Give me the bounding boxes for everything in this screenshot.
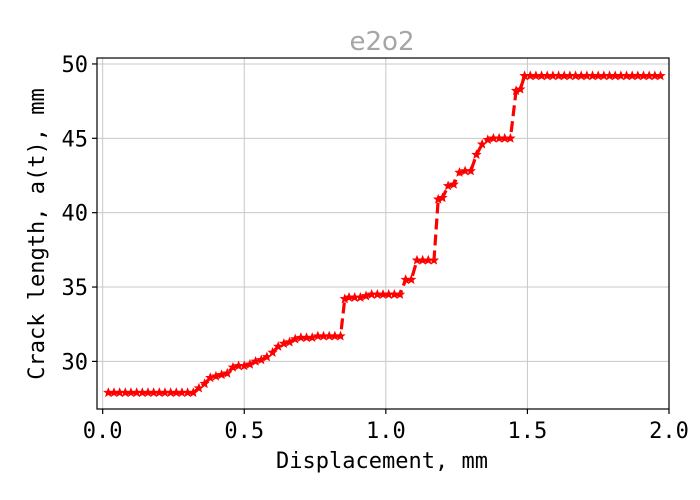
data-point bbox=[267, 347, 278, 357]
data-point bbox=[394, 289, 406, 299]
data-point bbox=[655, 70, 666, 81]
data-point bbox=[428, 254, 440, 265]
data-point bbox=[471, 149, 482, 160]
data-point bbox=[222, 367, 233, 378]
data-point bbox=[515, 83, 526, 94]
y-axis-label: Crack length, a(t), mm bbox=[25, 88, 50, 379]
y-tick-label: 50 bbox=[62, 53, 89, 78]
data-point bbox=[437, 192, 448, 203]
x-tick-label: 1.5 bbox=[508, 419, 548, 444]
x-tick-label: 1.0 bbox=[366, 419, 406, 444]
series-line bbox=[108, 74, 661, 395]
y-tick-label: 45 bbox=[62, 127, 89, 152]
axis-ticks: 0.0 0.5 1.0 1.5 2.0 30 35 40 45 50 bbox=[62, 53, 689, 444]
data-point bbox=[199, 378, 210, 389]
data-point bbox=[465, 165, 476, 176]
data-point bbox=[448, 179, 459, 189]
y-tick-label: 40 bbox=[62, 202, 89, 227]
x-tick-label: 2.0 bbox=[649, 419, 689, 444]
plot-frame bbox=[96, 57, 670, 410]
x-tick-label: 0.0 bbox=[83, 419, 123, 444]
y-tick-label: 35 bbox=[62, 276, 89, 301]
series-layer bbox=[103, 70, 666, 398]
grid-lines bbox=[97, 58, 670, 409]
y-tick-label: 30 bbox=[62, 350, 89, 375]
data-point bbox=[505, 132, 516, 143]
chart-title: e2o2 bbox=[350, 27, 415, 57]
x-tick-label: 0.5 bbox=[224, 419, 264, 444]
data-point bbox=[406, 274, 417, 284]
data-point bbox=[335, 330, 346, 341]
x-axis-label: Displacement, mm bbox=[276, 449, 488, 474]
